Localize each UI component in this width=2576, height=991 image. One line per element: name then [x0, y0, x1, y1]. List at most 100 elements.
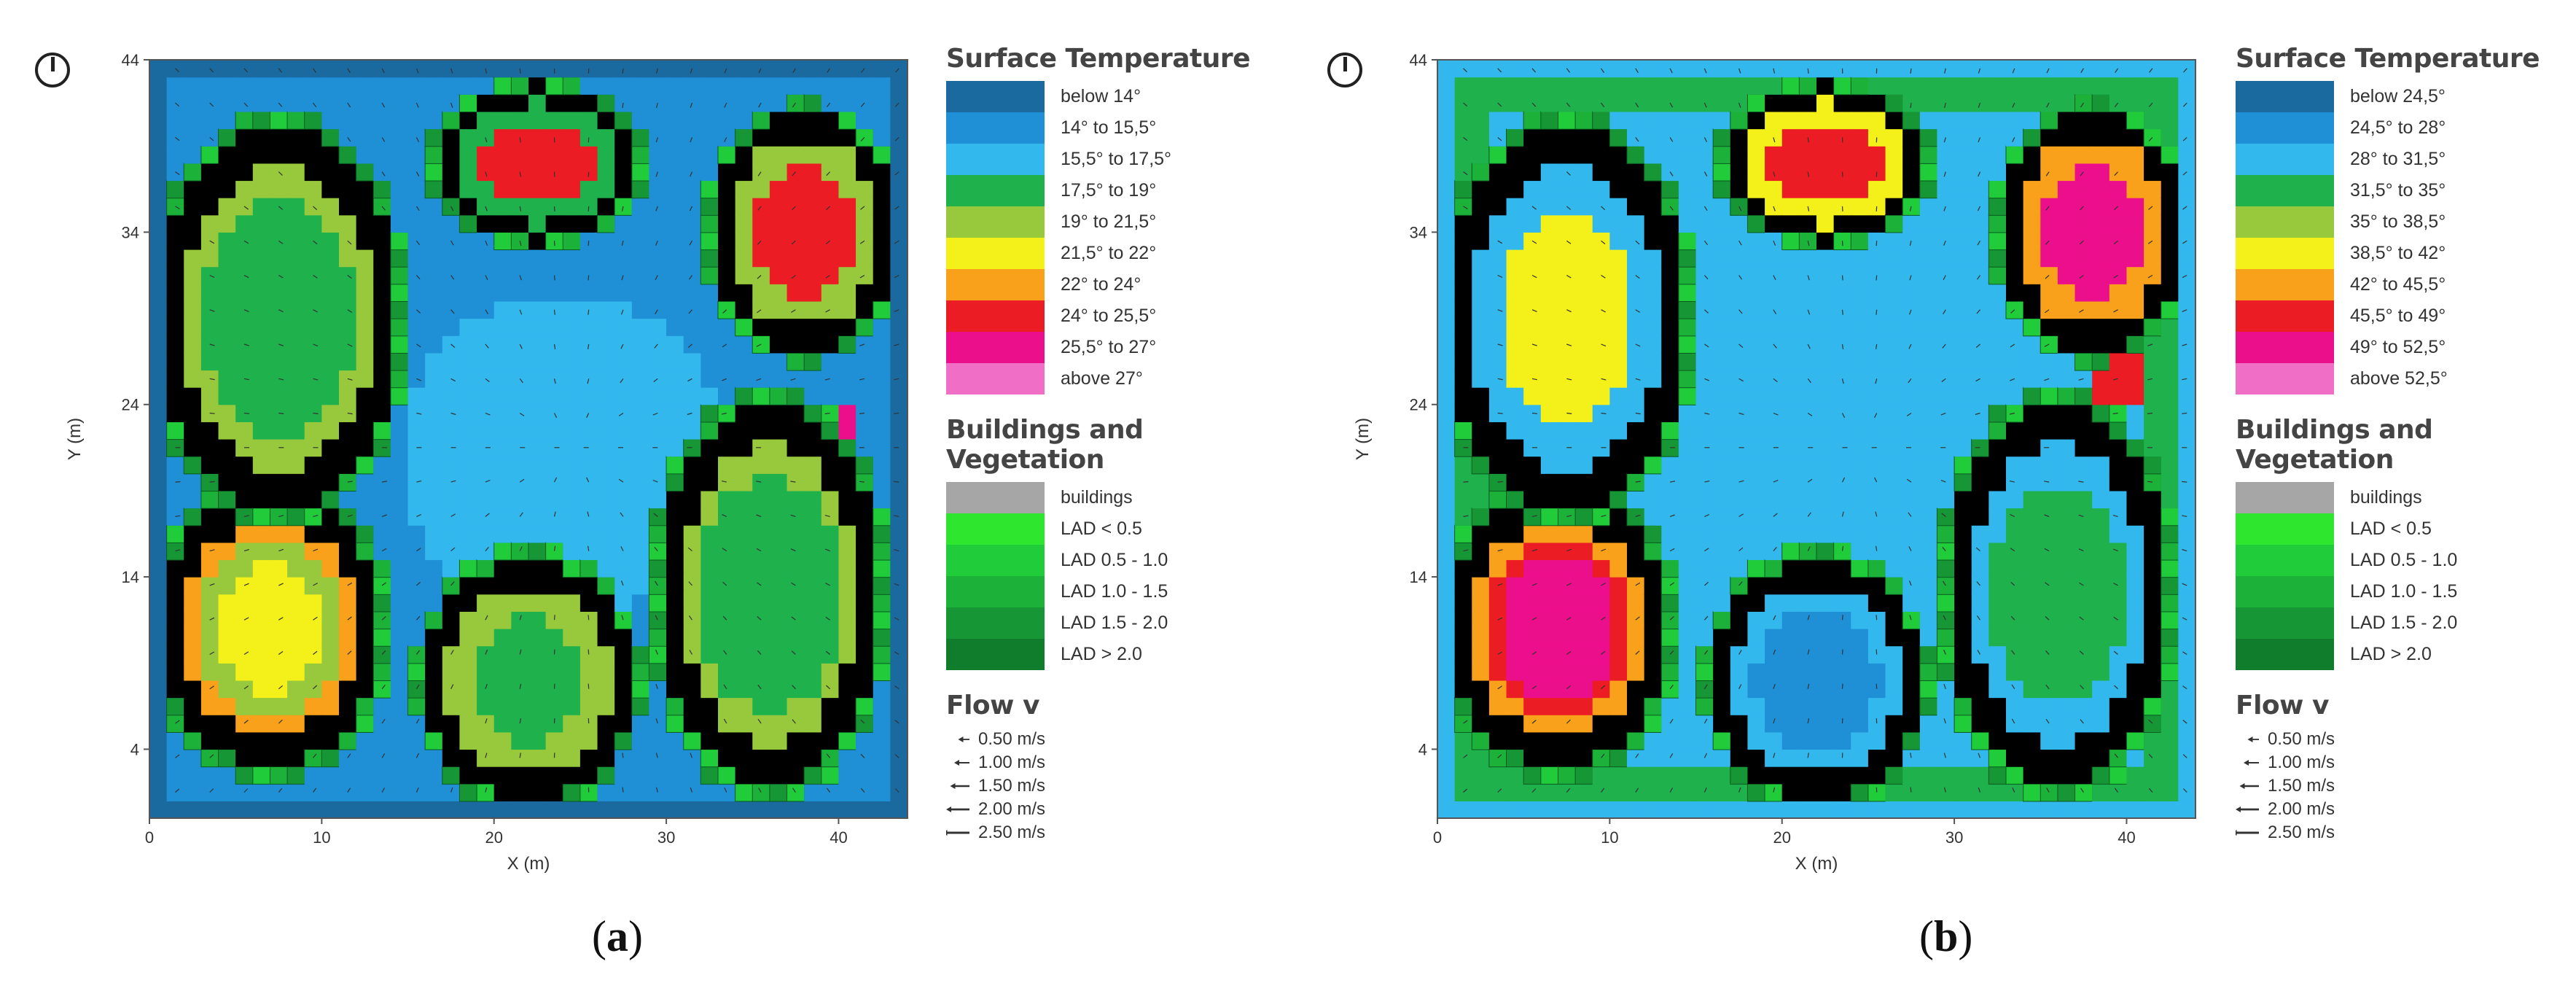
- building-cell: [1644, 629, 1662, 647]
- building-cell: [1575, 128, 1593, 147]
- temperature-cell: [769, 180, 788, 198]
- temperature-cell: [1867, 645, 1886, 664]
- temperature-cell: [1919, 198, 1938, 216]
- flow-vector: [894, 617, 899, 621]
- temperature-legend-item: 42° to 45,5°: [2236, 269, 2576, 300]
- temperature-cell: [528, 180, 547, 198]
- flow-vector: [894, 240, 899, 244]
- temperature-cell: [528, 508, 547, 526]
- temperature-cell: [1747, 180, 1765, 198]
- temperature-cell: [252, 645, 271, 664]
- temperature-cell: [184, 577, 202, 595]
- temperature-cell: [1851, 680, 1869, 699]
- temperature-cell: [579, 680, 598, 699]
- temperature-cell: [270, 715, 288, 733]
- temperature-cell: [1799, 801, 1817, 819]
- temperature-cell: [1713, 318, 1731, 336]
- temperature-cell: [235, 77, 254, 95]
- flow-vector: [894, 136, 899, 141]
- building-cell: [666, 663, 684, 681]
- temperature-cell: [149, 645, 168, 664]
- flow-vector: [757, 206, 762, 211]
- temperature-cell: [252, 180, 271, 198]
- temperature-cell: [873, 439, 891, 457]
- building-cell: [1523, 473, 1542, 491]
- temperature-cell: [1592, 697, 1610, 715]
- flow-vector: [175, 206, 180, 210]
- building-cell: [666, 559, 684, 578]
- temperature-cell: [1488, 318, 1507, 336]
- flow-vector: [519, 378, 523, 384]
- flow-vector: [757, 309, 762, 314]
- temperature-cell: [631, 473, 650, 491]
- flow-vector: [485, 546, 489, 551]
- temperature-cell: [528, 680, 547, 699]
- temperature-cell: [1867, 180, 1886, 198]
- temperature-cell: [1971, 645, 1989, 664]
- temperature-cell: [390, 680, 409, 699]
- vegetation-cell: [1919, 697, 1938, 716]
- vegetation-cell: [252, 111, 271, 130]
- temperature-cell: [1781, 749, 1800, 767]
- temperature-cell: [200, 77, 219, 95]
- temperature-cell: [666, 214, 684, 233]
- temperature-cell: [787, 559, 805, 578]
- building-cell: [304, 490, 322, 509]
- temperature-cell: [1472, 300, 1490, 319]
- temperature-cell: [2006, 577, 2024, 595]
- building-cell: [218, 525, 236, 543]
- flow-vector: [2045, 650, 2050, 655]
- temperature-cell: [1454, 146, 1472, 164]
- flow-vector: [1807, 649, 1810, 655]
- building-cell: [614, 715, 633, 733]
- temperature-cell: [425, 249, 443, 268]
- building-cell: [1454, 387, 1472, 405]
- temperature-cell: [579, 801, 598, 819]
- temperature-cell: [1437, 439, 1456, 457]
- temperature-cell: [631, 731, 650, 750]
- temperature-cell: [1575, 266, 1593, 284]
- temperature-cell: [1472, 94, 1490, 112]
- building-cell: [321, 439, 340, 457]
- temperature-cell: [1919, 629, 1938, 647]
- temperature-cell: [1678, 801, 1697, 819]
- temperature-cell: [1558, 783, 1576, 801]
- temperature-cell: [1540, 94, 1559, 112]
- temperature-cell: [563, 370, 581, 388]
- temperature-cell: [1575, 456, 1593, 474]
- building-cell: [1575, 473, 1593, 491]
- temperature-cell: [2126, 577, 2144, 595]
- flow-vector: [1635, 137, 1639, 142]
- flow-vector: [825, 240, 830, 245]
- building-cell: [2040, 318, 2058, 336]
- flow-vector: [791, 309, 796, 313]
- temperature-cell: [1937, 697, 1955, 715]
- flow-vector: [824, 515, 830, 517]
- temperature-cell: [1730, 421, 1749, 440]
- building-cell: [666, 542, 684, 561]
- building-cell: [1661, 266, 1679, 284]
- temperature-cell: [1506, 421, 1524, 440]
- temperature-cell: [2161, 766, 2179, 785]
- flow-vector: [2080, 68, 2084, 74]
- temperature-cell: [1937, 352, 1955, 371]
- temperature-cell: [1781, 163, 1800, 182]
- temperature-cell: [1713, 421, 1731, 440]
- flow-vector: [2079, 309, 2084, 313]
- temperature-cell: [149, 473, 168, 491]
- building-cell: [1609, 439, 1628, 457]
- temperature-cell: [1678, 439, 1697, 457]
- temperature-cell: [1713, 473, 1731, 491]
- vegetation-cell: [1557, 766, 1577, 785]
- temperature-cell: [735, 232, 753, 250]
- temperature-cell: [1937, 111, 1955, 130]
- temperature-cell: [235, 663, 254, 681]
- temperature-cell: [718, 490, 736, 509]
- flow-vector: [1876, 206, 1878, 211]
- building-cell: [1488, 198, 1507, 216]
- flow-vector: [655, 718, 658, 724]
- flow-legend-title: Flow v: [946, 691, 1039, 720]
- building-cell: [252, 146, 271, 164]
- vegetation-cell: [666, 456, 684, 475]
- temperature-cell: [1816, 749, 1835, 767]
